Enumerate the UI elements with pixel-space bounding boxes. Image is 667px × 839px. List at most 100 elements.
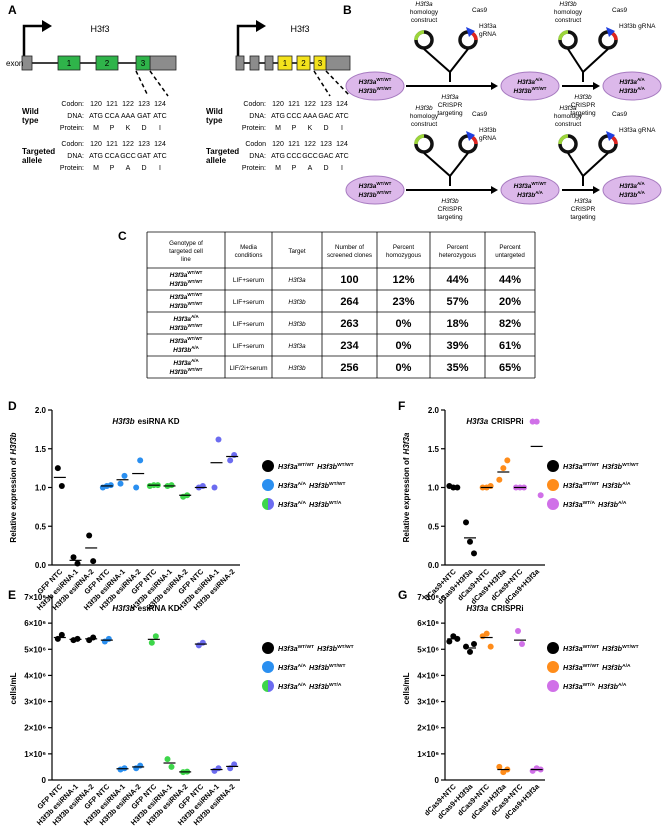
label: CRISPR (438, 206, 463, 213)
gene-name: H3f3b (598, 682, 619, 691)
table-genotype: H3f3aWT/WT (170, 336, 203, 345)
merge-line (423, 152, 451, 177)
y-tick-label: 2.0 (35, 406, 47, 415)
table-value: 44% (446, 274, 468, 286)
table-header: targeted cell (169, 248, 203, 255)
legend-marker (262, 661, 274, 673)
table-cell: H3f3a (288, 277, 306, 284)
gene-name: H3f3b (517, 192, 535, 199)
label: 1 (283, 59, 288, 68)
gene-name: H3f3b (317, 462, 338, 471)
y-tick-label: 0.5 (35, 522, 47, 531)
allele: A/A (535, 190, 543, 195)
allele: WT/WT (377, 86, 392, 91)
gene-name: H3f3a (170, 338, 188, 345)
label: construct (411, 17, 438, 24)
data-point (215, 765, 222, 772)
label: H3f3b gRNA (619, 23, 656, 30)
gene-name: H3f3a (563, 644, 583, 653)
gene-name: H3f3b (170, 303, 188, 310)
data-point (152, 633, 159, 640)
label: Codon: (61, 101, 84, 108)
label: targeting (437, 214, 463, 221)
label: ATC (335, 153, 348, 160)
label: exon (6, 59, 23, 68)
allele: WT/WT (329, 663, 346, 669)
genotype: H3f3aA/A (619, 181, 645, 190)
table-header: Percent (447, 244, 469, 251)
grna-cassette (466, 131, 475, 141)
allele: A/A (191, 314, 199, 319)
cell-population (602, 175, 662, 205)
label: 2 (105, 59, 110, 68)
data-point (519, 641, 525, 648)
table-value: 18% (446, 318, 468, 330)
table-value: 100 (340, 274, 358, 286)
data-point (487, 643, 494, 650)
promoter-arrow (236, 24, 258, 56)
data-point (164, 756, 171, 763)
allele: WT/WT (188, 367, 203, 372)
y-tick-label: 0.0 (428, 561, 440, 570)
allele: WT/WT (337, 644, 354, 650)
exon-box (95, 55, 119, 71)
gene-name: H3f3a (619, 183, 637, 190)
label: construct (411, 121, 438, 128)
gene-name: H3f3a (619, 79, 637, 86)
gene-name: H3f3b (602, 644, 623, 653)
label: P (110, 165, 115, 172)
allele: WT/WT (376, 77, 391, 82)
label: Codon: (61, 141, 84, 148)
table-value: 0% (396, 340, 412, 352)
table-header: line (181, 256, 191, 263)
label: allele (22, 156, 43, 165)
gene-name: H3f3a (563, 500, 583, 509)
label: Codon (245, 141, 266, 148)
data-point (463, 519, 469, 526)
grna-cassette (606, 131, 615, 141)
allele: WT/WT (298, 644, 315, 650)
title-gene: H3f3a (466, 604, 488, 613)
allele: WT/WT (298, 462, 315, 468)
cell-population (345, 175, 405, 205)
data-point (471, 641, 477, 648)
label: H3f3a gRNA (619, 127, 656, 134)
allele: WT/A (329, 682, 342, 688)
legend-label: H3f3aWT/WT H3f3bA/A (563, 663, 631, 672)
label: 123 (320, 101, 332, 108)
allele: WT/WT (337, 462, 354, 468)
y-tick-label: 2×10⁶ (24, 724, 46, 733)
merge-line (449, 152, 469, 177)
table-cell: LIF+serum (233, 299, 264, 306)
gene-name: H3f3a (170, 272, 188, 279)
label: K (126, 125, 131, 132)
label: ATG (89, 153, 103, 160)
data-point (504, 457, 511, 464)
label: CRISPR (571, 206, 596, 213)
legend-marker (547, 479, 559, 491)
table-cell: H3f3b (288, 299, 306, 306)
label: 2 (301, 59, 306, 68)
utr-box (249, 55, 260, 71)
label: CRISPR (438, 102, 463, 109)
arrow-head (593, 186, 600, 194)
label: H3f3a (559, 105, 577, 112)
label: H3f3a (479, 23, 497, 30)
gene-name: H3f3a (563, 481, 583, 490)
label: M (275, 165, 281, 172)
genotype: H3f3aWT/WT (359, 181, 392, 190)
label: gRNA (479, 135, 497, 142)
cell-population (500, 71, 560, 101)
label: H3f3b (479, 127, 497, 134)
allele: WT/A (583, 500, 596, 506)
gene-name: H3f3a (173, 360, 191, 367)
legend-marker (547, 460, 559, 472)
table-cell: LIF+serum (233, 343, 264, 350)
label: 123 (138, 141, 150, 148)
data-point (496, 476, 503, 483)
allele: WT/WT (622, 644, 639, 650)
label: GAC (318, 153, 333, 160)
label: H3f3b (559, 1, 577, 8)
table-value: 57% (446, 296, 468, 308)
